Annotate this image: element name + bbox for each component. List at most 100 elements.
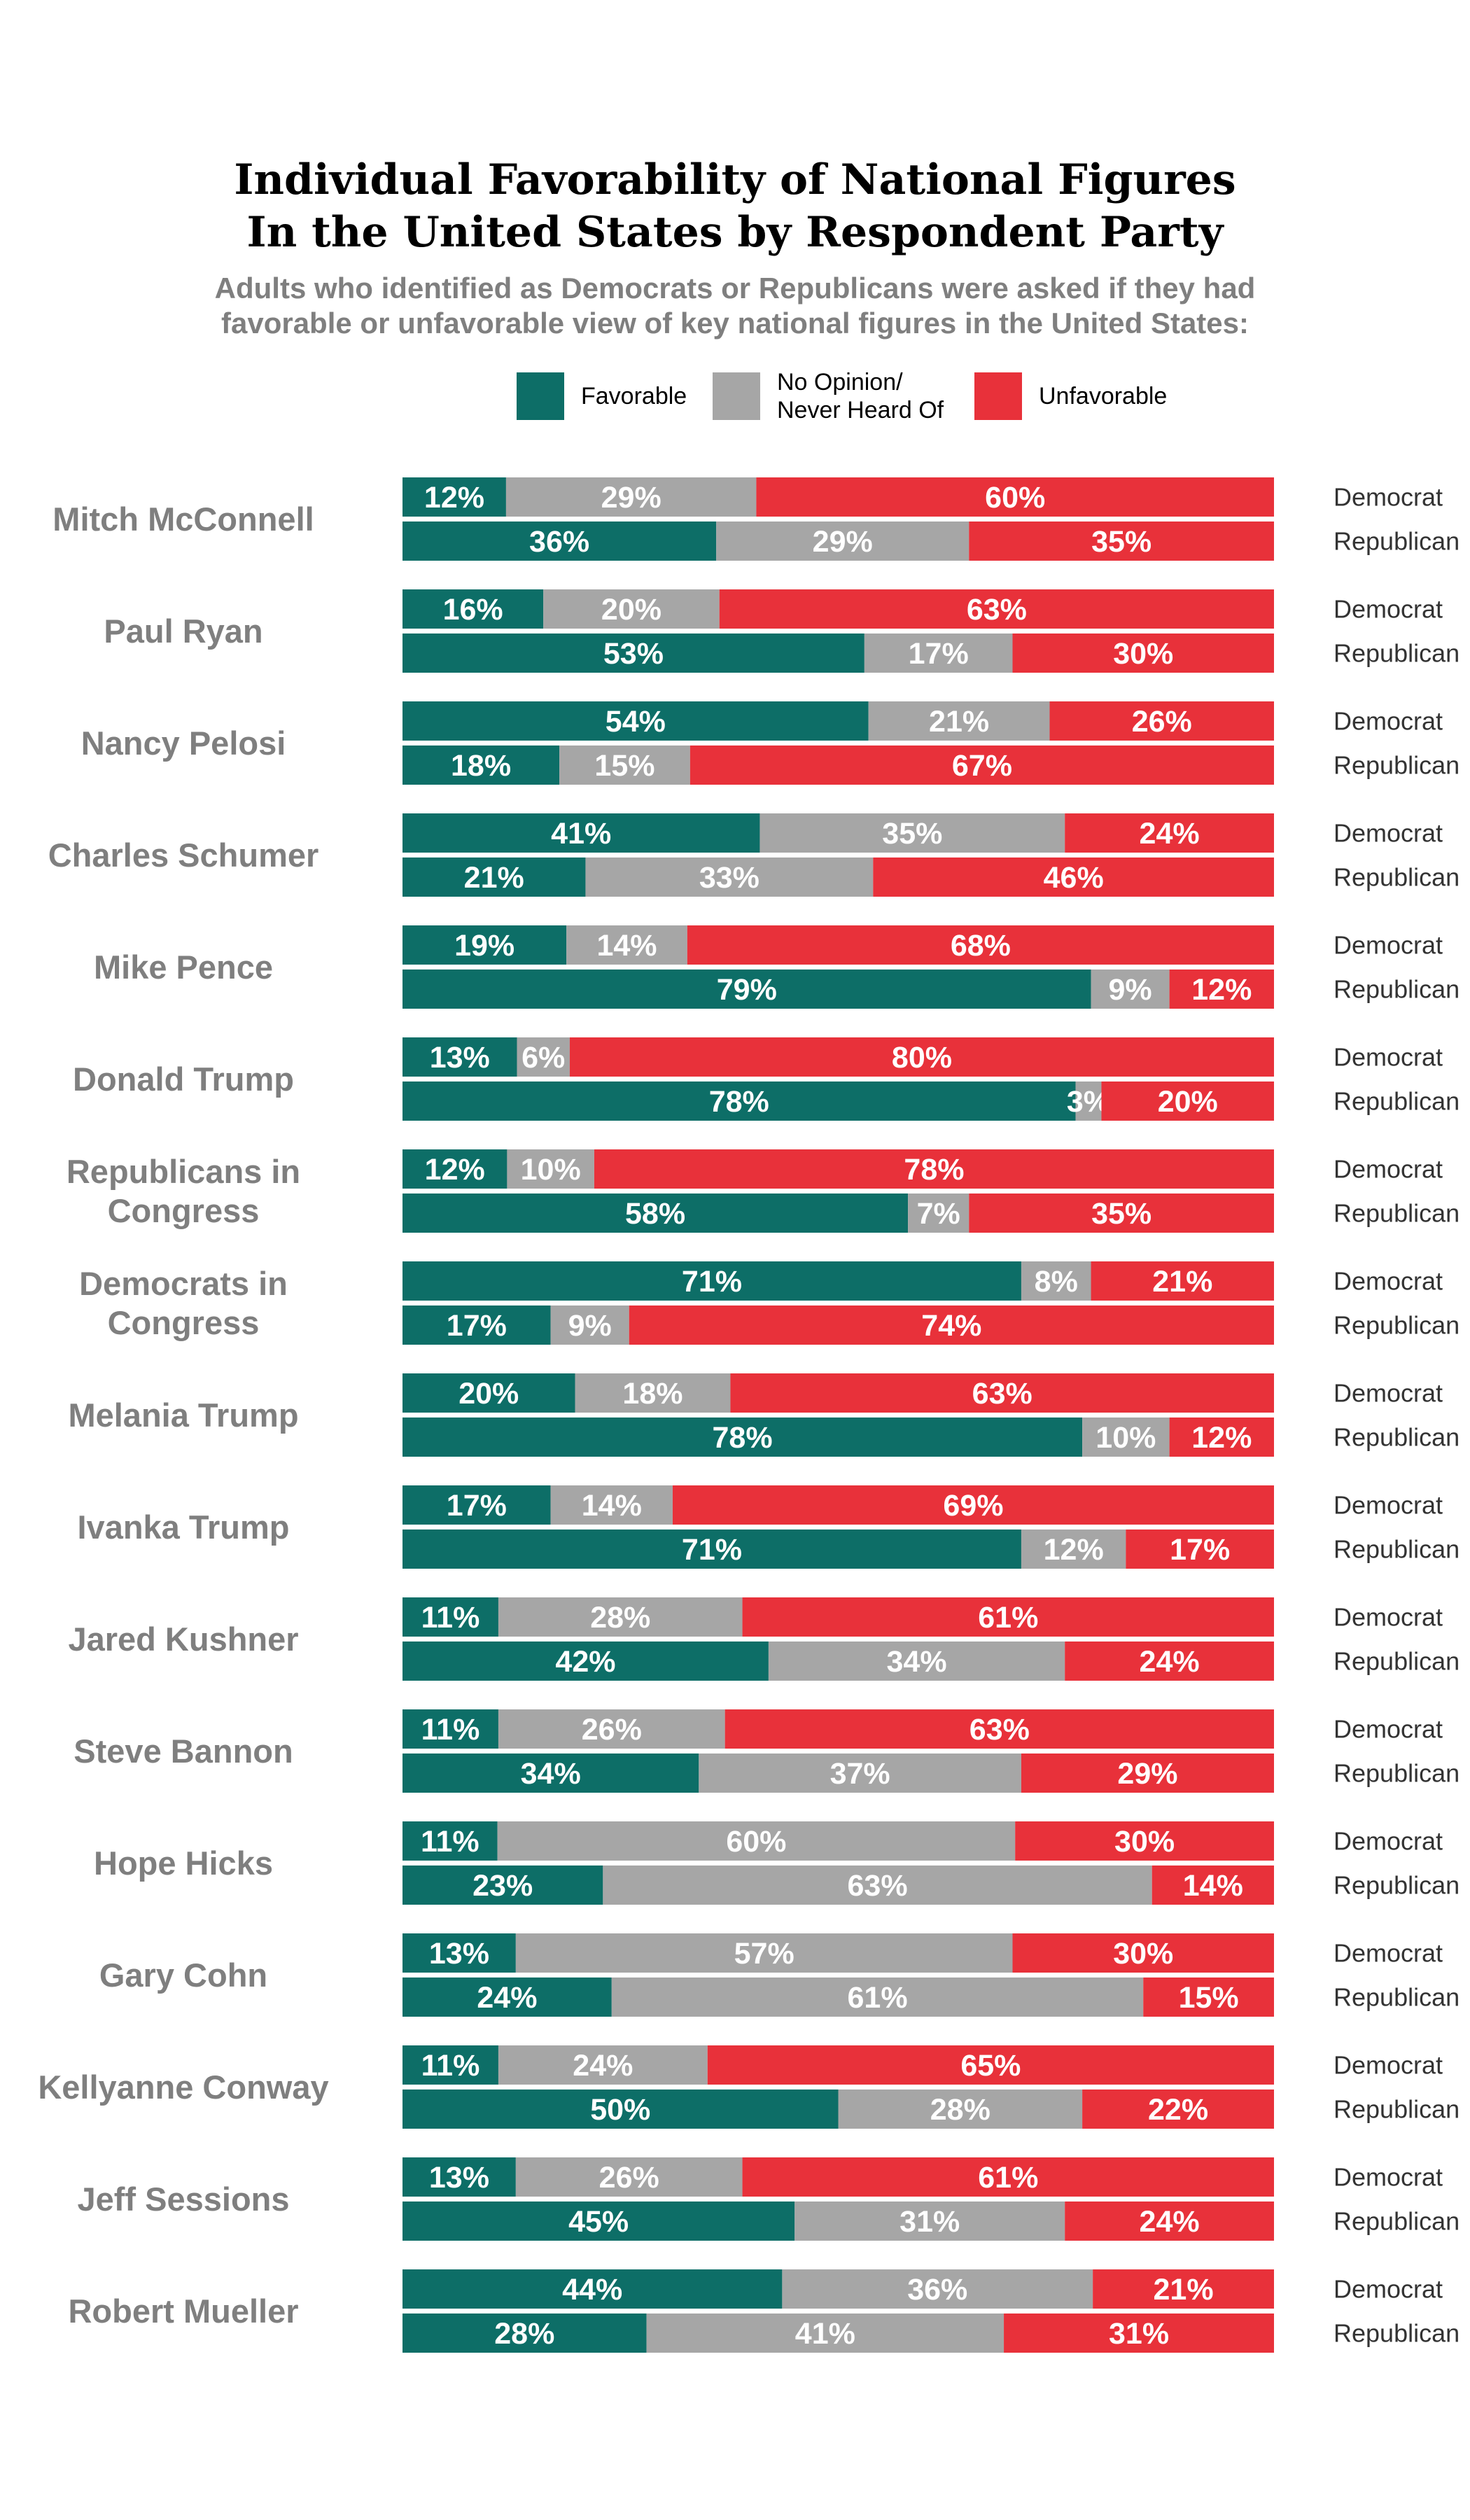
bar-value-label: 17% — [1170, 1533, 1230, 1567]
bar-republican-favorable — [402, 522, 717, 561]
bar-value-label: 15% — [1179, 1981, 1239, 2015]
bar-democrat-favorable — [402, 1709, 498, 1749]
bar-value-label: 11% — [421, 2049, 480, 2082]
bar-democrat-no_opinion — [498, 2045, 708, 2085]
bar-value-label: 17% — [447, 1309, 507, 1343]
bar-value-label: 68% — [951, 929, 1011, 962]
bar-democrat-unfavorable — [1091, 1261, 1274, 1301]
bar-democrat-no_opinion — [868, 701, 1050, 741]
bar-value-label: 14% — [582, 1489, 642, 1522]
bar-value-label: 17% — [909, 637, 969, 671]
group-label-democrat: Democrat — [1334, 1043, 1443, 1072]
bar-value-label: 12% — [424, 481, 484, 514]
bar-republican-unfavorable — [969, 1194, 1274, 1233]
bar-republican-no_opinion — [838, 2090, 1083, 2129]
bar-republican-no_opinion — [559, 746, 690, 785]
group-label-republican: Republican — [1334, 527, 1460, 556]
bar-democrat-unfavorable — [742, 1597, 1274, 1637]
bar-democrat-favorable — [402, 2157, 516, 2197]
group-label-democrat: Democrat — [1334, 1939, 1443, 1968]
bar-democrat-no_opinion — [782, 2269, 1093, 2309]
bar-democrat-favorable — [402, 1597, 498, 1637]
category-label: Democrats in — [79, 1265, 288, 1302]
bar-republican-favorable — [402, 634, 864, 673]
bar-value-label: 13% — [429, 2161, 489, 2194]
bar-value-label: 28% — [590, 1601, 650, 1634]
bar-republican-favorable — [402, 2202, 795, 2241]
bar-republican-no_opinion — [908, 1194, 969, 1233]
bar-value-label: 61% — [978, 2161, 1038, 2194]
bar-value-label: 7% — [917, 1197, 960, 1231]
bar-democrat-favorable — [402, 477, 506, 517]
bar-value-label: 65% — [960, 2049, 1021, 2082]
bar-value-label: 24% — [477, 1981, 537, 2015]
group-label-democrat: Democrat — [1334, 1603, 1443, 1632]
bar-democrat-no_opinion — [575, 1373, 731, 1413]
bar-democrat-no_opinion — [517, 1037, 570, 1077]
bar-value-label: 28% — [930, 2093, 990, 2127]
bar-democrat-unfavorable — [1093, 2269, 1274, 2309]
category-label: Gary Cohn — [99, 1956, 267, 1994]
bar-value-label: 13% — [429, 1937, 489, 1970]
bar-republican-no_opinion — [699, 1754, 1021, 1793]
bar-democrat-unfavorable — [672, 1485, 1274, 1525]
bar-republican-favorable — [402, 1530, 1021, 1569]
bar-democrat-favorable — [402, 1149, 507, 1189]
category-label: Steve Bannon — [74, 1732, 293, 1770]
bar-value-label: 31% — [1109, 2317, 1169, 2351]
bar-value-label: 24% — [573, 2049, 633, 2082]
group-label-republican: Republican — [1334, 2319, 1460, 2348]
group-label-republican: Republican — [1334, 1983, 1460, 2012]
chart-rows: Mitch McConnell 12% 29% 60% Democrat 36% 29% 35… — [38, 477, 1460, 2353]
bar-value-label: 8% — [1035, 1265, 1078, 1298]
bar-value-label: 21% — [464, 861, 524, 895]
bar-democrat-favorable — [402, 2269, 783, 2309]
bar-republican-unfavorable — [1169, 1418, 1274, 1457]
bar-democrat-unfavorable — [1012, 1933, 1274, 1973]
category-label: Nancy Pelosi — [81, 724, 286, 762]
chart-title-line-1: Individual Favorability of National Figu… — [234, 155, 1236, 204]
bar-value-label: 12% — [1044, 1533, 1104, 1567]
bar-value-label: 30% — [1114, 1825, 1175, 1858]
bar-republican-no_opinion — [794, 2202, 1065, 2241]
group-label-republican: Republican — [1334, 1871, 1460, 1900]
group-label-republican: Republican — [1334, 2095, 1460, 2124]
bar-democrat-no_opinion — [507, 1149, 594, 1189]
bar-value-label: 36% — [529, 525, 589, 559]
bar-value-label: 24% — [1140, 1645, 1200, 1679]
group-label-democrat: Democrat — [1334, 483, 1443, 512]
bar-value-label: 10% — [1096, 1421, 1156, 1455]
bar-value-label: 9% — [568, 1309, 612, 1343]
group-label-republican: Republican — [1334, 639, 1460, 668]
bar-republican-favorable — [402, 1977, 612, 2017]
bar-value-label: 58% — [625, 1197, 685, 1231]
bar-republican-no_opinion — [1075, 1082, 1102, 1121]
bar-republican-unfavorable — [873, 858, 1274, 897]
bar-republican-no_opinion — [550, 1306, 629, 1345]
bar-value-label: 12% — [1191, 973, 1252, 1007]
bar-value-label: 42% — [555, 1645, 615, 1679]
category-label: Hope Hicks — [94, 1844, 273, 1882]
bar-democrat-favorable — [402, 925, 567, 965]
bar-value-label: 29% — [601, 481, 662, 514]
bar-value-label: 33% — [699, 861, 760, 895]
group-label-republican: Republican — [1334, 1311, 1460, 1340]
group-label-democrat: Democrat — [1334, 819, 1443, 848]
bar-value-label: 22% — [1148, 2093, 1208, 2127]
bar-value-label: 24% — [1140, 2205, 1200, 2239]
bar-republican-unfavorable — [1021, 1754, 1274, 1793]
bar-republican-no_opinion — [611, 1977, 1144, 2017]
bar-democrat-no_opinion — [760, 813, 1065, 853]
bar-value-label: 19% — [454, 929, 514, 962]
bar-democrat-no_opinion — [505, 477, 757, 517]
bar-democrat-no_opinion — [1021, 1261, 1091, 1301]
bar-republican-unfavorable — [1126, 1530, 1274, 1569]
bar-value-label: 20% — [601, 593, 662, 626]
bar-republican-favorable — [402, 1754, 699, 1793]
bar-value-label: 26% — [599, 2161, 659, 2194]
bar-republican-no_opinion — [585, 858, 874, 897]
bar-value-label: 63% — [972, 1377, 1032, 1410]
bar-democrat-unfavorable — [742, 2157, 1274, 2197]
bar-value-label: 13% — [430, 1041, 490, 1074]
